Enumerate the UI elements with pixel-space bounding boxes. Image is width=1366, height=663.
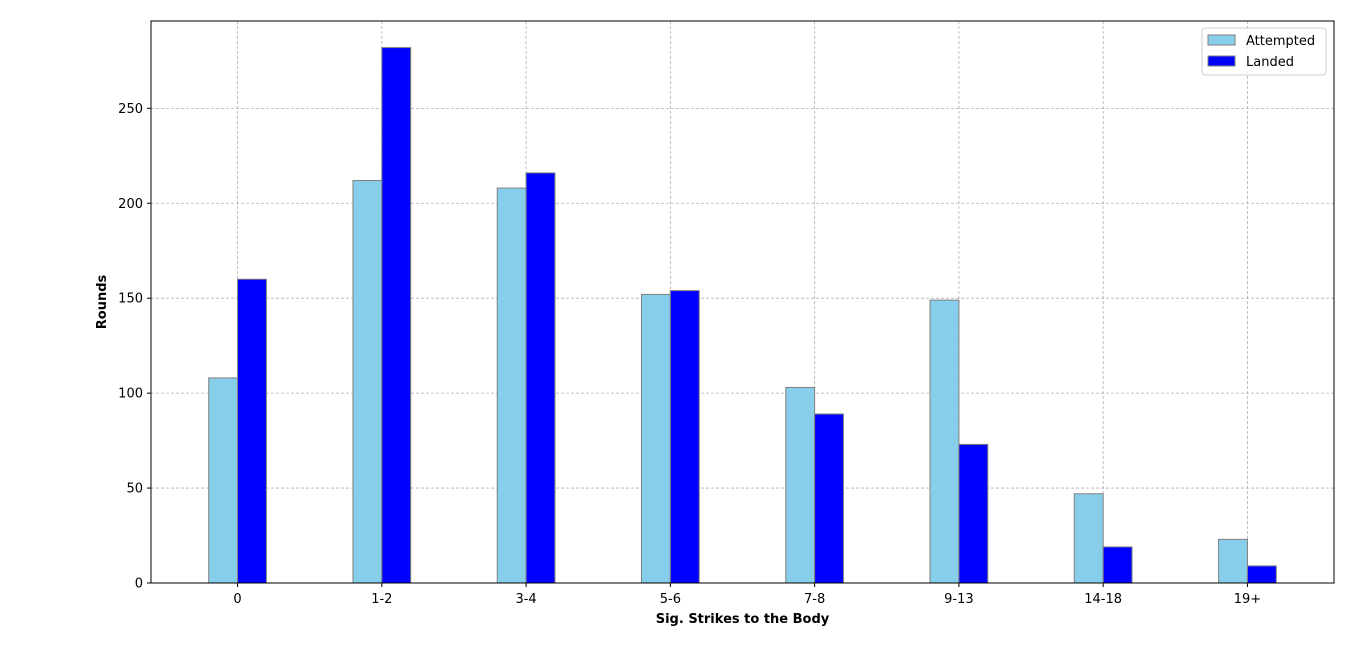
bar-attempted-3-4 [496,187,527,584]
x-axis-title: Sig. Strikes to the Body [656,612,830,627]
bar-attempted-0 [208,377,239,584]
legend-swatch-attempted [1207,34,1236,46]
bar-landed-19+ [1246,565,1277,584]
x-tick-label: 14-18 [1084,592,1122,607]
y-tick-label: 0 [135,577,143,592]
x-tick-label: 3-4 [515,592,536,607]
grid [151,21,1334,584]
bars [208,47,1277,584]
y-axis-title: Rounds [95,274,110,329]
legend-label-attempted: Attempted [1246,34,1315,49]
bar-landed-14-18 [1102,546,1133,584]
bar-attempted-7-8 [785,386,816,584]
y-tick-label: 250 [118,102,143,117]
bar-landed-7-8 [814,413,844,584]
legend-label-landed: Landed [1246,55,1294,70]
legend: Attempted Landed [1201,27,1327,76]
x-tick-label: 7-8 [804,592,825,607]
x-tick-label: 0 [233,592,241,607]
y-tick-label: 50 [126,482,143,497]
bar-attempted-14-18 [1073,493,1104,584]
bar-attempted-1-2 [352,179,383,584]
bar-landed-9-13 [958,443,989,584]
y-tick-label: 200 [118,197,143,212]
x-tick-label: 1-2 [371,592,392,607]
y-axis-ticks: 0 50 100 150 200 250 [118,102,151,592]
bar-attempted-5-6 [641,293,671,584]
x-axis-ticks: 0 1-2 3-4 5-6 7-8 9-13 14-18 19+ [233,583,1261,607]
x-tick-label: 5-6 [660,592,681,607]
legend-swatch-landed [1207,55,1236,67]
plot-frame [150,20,1335,584]
bar-landed-0 [237,278,267,584]
x-tick-label: 19+ [1234,592,1261,607]
bar-attempted-19+ [1218,538,1248,584]
bar-landed-3-4 [525,172,556,584]
y-tick-label: 100 [118,387,143,402]
bar-landed-5-6 [669,290,700,584]
bar-attempted-9-13 [929,299,960,584]
bar-landed-1-2 [381,47,412,584]
x-tick-label: 9-13 [944,592,974,607]
y-tick-label: 150 [118,292,143,307]
